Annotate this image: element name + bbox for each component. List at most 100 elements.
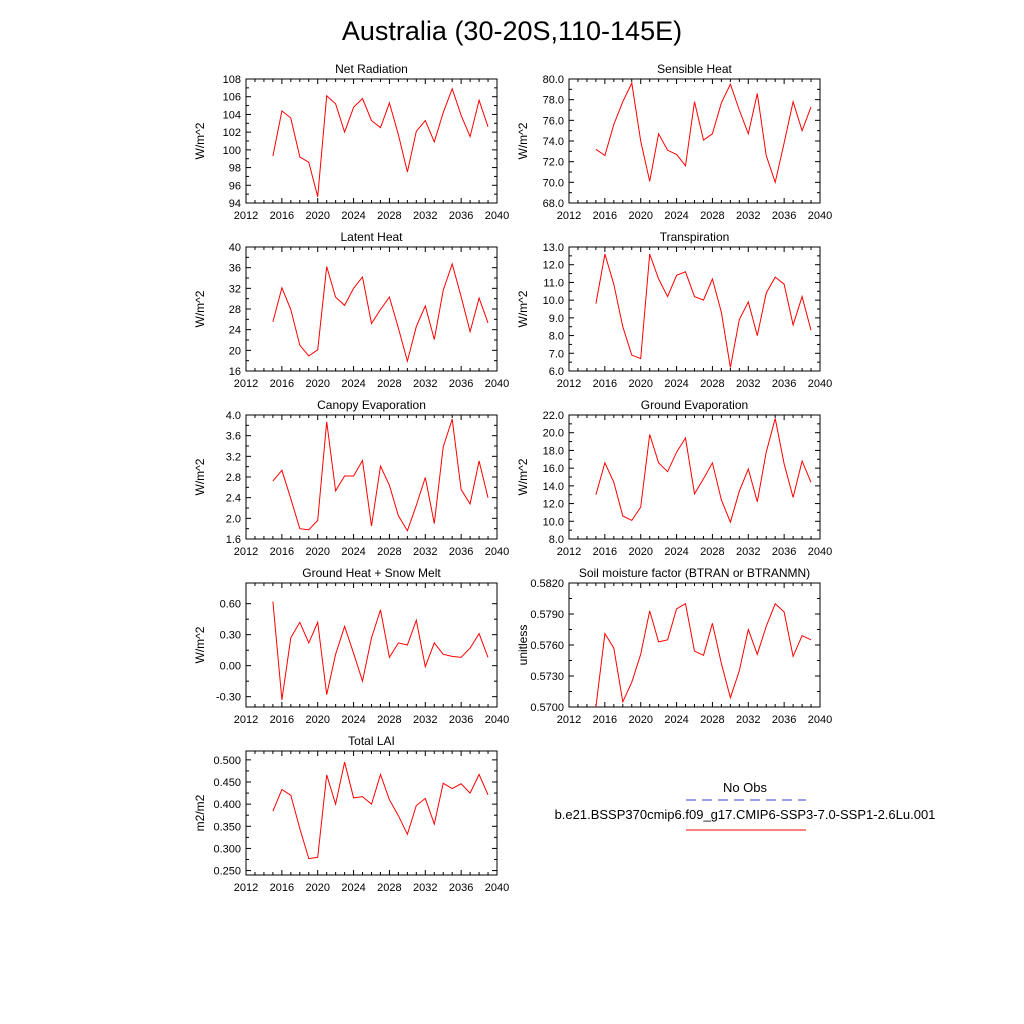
y-tick-label: 4.0 <box>226 410 241 422</box>
x-tick-label: 2036 <box>449 546 473 558</box>
y-tick-label: 8.0 <box>549 534 564 546</box>
panel-title: Ground Evaporation <box>641 398 748 412</box>
chart-panel: 2012 2016 2020 2024 2028 2032 2036 2040 68.0 70.0… <box>516 62 832 222</box>
x-tick-label: 2040 <box>485 210 509 222</box>
series-line <box>272 87 489 197</box>
y-tick-label: 0.5730 <box>530 671 564 683</box>
series-line <box>272 418 489 532</box>
series-line <box>272 262 489 364</box>
y-tick-label: 13.0 <box>543 242 564 254</box>
y-axis-label: W/m^2 <box>516 458 530 495</box>
x-tick-label: 2024 <box>664 546 688 558</box>
x-tick-label: 2012 <box>557 546 581 558</box>
plot-frame <box>568 414 821 540</box>
y-tick-label: 80.0 <box>543 74 564 86</box>
y-tick-label: 11.0 <box>543 277 564 289</box>
y-tick-label: 3.6 <box>226 431 241 443</box>
x-tick-label: 2024 <box>664 378 688 390</box>
y-tick-label: 74.0 <box>543 136 564 148</box>
y-tick-label: 2.0 <box>226 513 241 525</box>
x-tick-label: 2016 <box>593 714 617 726</box>
x-tick-label: 2016 <box>593 378 617 390</box>
x-tick-label: 2024 <box>341 378 365 390</box>
y-tick-label: 18.0 <box>543 445 564 457</box>
x-tick-label: 2012 <box>234 714 258 726</box>
x-tick-label: 2020 <box>628 714 652 726</box>
y-tick-label: 0.350 <box>213 821 241 833</box>
x-tick-label: 2020 <box>628 210 652 222</box>
x-tick-label: 2032 <box>413 378 437 390</box>
page-title: Australia (30-20S,110-145E) <box>342 16 682 46</box>
y-tick-label: 0.30 <box>220 630 241 642</box>
x-tick-label: 2024 <box>664 210 688 222</box>
plot-frame <box>245 246 498 372</box>
y-tick-label: 8.0 <box>549 331 564 343</box>
x-tick-label: 2040 <box>485 882 509 894</box>
y-tick-label: 70.0 <box>543 177 564 189</box>
y-tick-label: 7.0 <box>549 348 564 360</box>
x-tick-label: 2032 <box>736 546 760 558</box>
chart-panel: 2012 2016 2020 2024 2028 2032 2036 2040 8.0 10.0 1… <box>516 398 832 558</box>
chart-panel: 2012 2016 2020 2024 2028 2032 2036 2040 -0.30 0.0… <box>193 566 509 726</box>
y-tick-label: 2.8 <box>226 472 241 484</box>
y-axis-label: W/m^2 <box>193 122 207 159</box>
x-tick-label: 2012 <box>234 546 258 558</box>
y-tick-label: 76.0 <box>543 115 564 127</box>
y-tick-label: 36 <box>229 263 241 275</box>
x-tick-label: 2028 <box>700 378 724 390</box>
x-tick-label: 2040 <box>808 714 832 726</box>
x-tick-label: 2040 <box>485 714 509 726</box>
x-tick-label: 2036 <box>449 378 473 390</box>
y-tick-label: 0.450 <box>213 777 241 789</box>
x-tick-label: 2028 <box>700 546 724 558</box>
series-line <box>272 761 489 860</box>
x-tick-label: 2036 <box>772 714 796 726</box>
panel-title: Canopy Evaporation <box>317 398 426 412</box>
x-tick-label: 2024 <box>664 714 688 726</box>
y-tick-label: 98 <box>229 163 241 175</box>
y-tick-label: 2.4 <box>226 493 241 505</box>
x-tick-label: 2016 <box>270 546 294 558</box>
y-tick-label: 0.5700 <box>530 702 564 714</box>
y-tick-label: 100 <box>223 145 241 157</box>
x-tick-label: 2012 <box>557 210 581 222</box>
x-tick-label: 2020 <box>305 714 329 726</box>
chart-panel: 2012 2016 2020 2024 2028 2032 2036 2040 0.5700 0.… <box>516 566 832 726</box>
y-tick-label: -0.30 <box>216 692 241 704</box>
x-tick-label: 2016 <box>593 546 617 558</box>
y-tick-label: 12.0 <box>543 499 564 511</box>
y-axis-label: W/m^2 <box>193 626 207 663</box>
y-tick-label: 28 <box>229 304 241 316</box>
y-tick-label: 20.0 <box>543 428 564 440</box>
x-tick-label: 2032 <box>413 210 437 222</box>
y-axis-label: m2/m2 <box>193 794 207 831</box>
y-tick-label: 96 <box>229 180 241 192</box>
x-tick-label: 2012 <box>234 210 258 222</box>
x-tick-label: 2024 <box>341 714 365 726</box>
x-tick-label: 2036 <box>449 210 473 222</box>
x-tick-label: 2016 <box>270 714 294 726</box>
y-tick-label: 106 <box>223 92 241 104</box>
chart-panel: 2012 2016 2020 2024 2028 2032 2036 2040 6.0 7.0 8.… <box>516 230 832 390</box>
x-tick-label: 2036 <box>772 378 796 390</box>
y-axis-label: W/m^2 <box>516 290 530 327</box>
y-tick-label: 108 <box>223 74 241 86</box>
panel-title: Ground Heat + Snow Melt <box>302 566 441 580</box>
x-tick-label: 2040 <box>808 378 832 390</box>
x-tick-label: 2032 <box>413 882 437 894</box>
x-tick-label: 2012 <box>234 378 258 390</box>
y-axis-label: W/m^2 <box>193 290 207 327</box>
legend: No Obs b.e21.BSSP370cmip6.f09_g17.CMIP6-… <box>555 780 935 831</box>
x-tick-label: 2016 <box>270 378 294 390</box>
x-tick-label: 2032 <box>413 546 437 558</box>
panel-title: Soil moisture factor (BTRAN or BTRANMN) <box>579 566 810 580</box>
x-tick-label: 2020 <box>305 210 329 222</box>
y-tick-label: 102 <box>223 127 241 139</box>
y-tick-label: 40 <box>229 242 241 254</box>
y-tick-label: 0.500 <box>213 755 241 767</box>
y-tick-label: 78.0 <box>543 95 564 107</box>
y-tick-label: 0.60 <box>220 599 241 611</box>
x-tick-label: 2020 <box>305 546 329 558</box>
series-line <box>595 253 812 368</box>
y-tick-label: 68.0 <box>543 198 564 210</box>
